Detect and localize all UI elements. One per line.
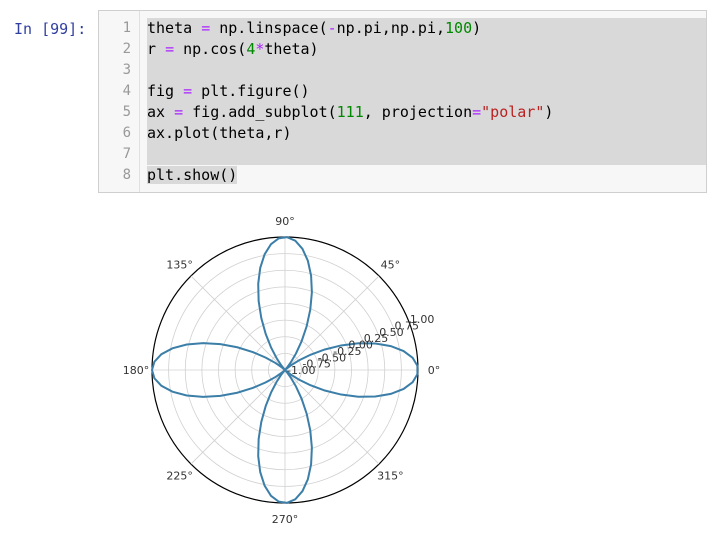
line-number: 5 xyxy=(122,104,131,120)
code-token: fig xyxy=(147,82,184,100)
code-cell[interactable]: 1 2 3 4 5 6 7 8 theta = np.linspace(-np.pi,np.p… xyxy=(98,10,707,193)
code-token: 100 xyxy=(445,19,473,37)
radial-tick-label: 0.25 xyxy=(364,332,389,345)
angle-tick-label: 135° xyxy=(166,259,193,272)
radial-tick-label: 0.00 xyxy=(348,339,373,352)
angle-tick-label: 315° xyxy=(377,469,404,482)
angular-gridline xyxy=(284,369,380,465)
cell-prompt: In [99]: xyxy=(14,20,87,38)
code-token: - xyxy=(327,19,337,37)
code-token: plt.figure() xyxy=(192,82,310,100)
radial-tick-label: 0.50 xyxy=(379,326,404,339)
angular-gridline xyxy=(190,369,286,465)
radial-tick-label: -0.25 xyxy=(333,345,361,358)
line-number: 1 xyxy=(122,20,131,36)
code-line[interactable] xyxy=(147,60,706,81)
code-token: = xyxy=(165,40,175,58)
code-token: , projection xyxy=(363,103,473,121)
line-number: 6 xyxy=(122,125,131,141)
code-token: ) xyxy=(472,19,482,37)
angle-tick-label: 225° xyxy=(166,469,193,482)
line-number: 4 xyxy=(122,83,131,99)
angle-tick-label: 270° xyxy=(272,513,299,526)
data-series xyxy=(151,236,419,504)
code-token: fig.add_subplot( xyxy=(183,103,337,121)
code-line[interactable] xyxy=(147,144,706,165)
radial-tick-label: -1.00 xyxy=(287,364,315,377)
code-token: ) xyxy=(544,103,554,121)
radial-tick-label: 0.75 xyxy=(395,320,420,333)
code-line[interactable]: theta = np.linspace(-np.pi,np.pi,100) xyxy=(147,18,706,39)
code-token: * xyxy=(255,40,265,58)
code-line[interactable]: fig = plt.figure() xyxy=(147,81,706,102)
code-token: theta xyxy=(147,19,202,37)
code-token: "polar" xyxy=(481,103,545,121)
angular-gridline xyxy=(284,275,380,371)
code-token: ax xyxy=(147,103,175,121)
line-number: 8 xyxy=(122,167,131,183)
line-number: 3 xyxy=(122,62,131,78)
code-token: plt.show() xyxy=(147,166,238,184)
radial-tick-label: -0.75 xyxy=(302,358,330,371)
line-number-gutter: 1 2 3 4 5 6 7 8 xyxy=(99,11,140,192)
code-line[interactable]: ax = fig.add_subplot(111, projection="po… xyxy=(147,102,706,123)
code-token: np.cos( xyxy=(174,40,247,58)
code-token: 4 xyxy=(246,40,256,58)
radial-tick-label: -0.50 xyxy=(318,351,346,364)
code-token: theta) xyxy=(264,40,319,58)
angle-tick-label: 180° xyxy=(123,364,150,377)
radial-tick-label: 1.00 xyxy=(410,313,435,326)
code-line[interactable]: ax.plot(theta,r) xyxy=(147,123,706,144)
code-token: r xyxy=(147,40,166,58)
code-line[interactable]: plt.show() xyxy=(147,165,706,186)
line-number: 7 xyxy=(122,146,131,162)
code-token: np.linspace( xyxy=(210,19,328,37)
angle-tick-label: 45° xyxy=(381,259,401,272)
code-token: = xyxy=(174,103,184,121)
polar-plot: 0° 45° 90° 135° 180° 225° 270° 315° -1.00-0.75-0… xyxy=(123,215,441,526)
code-token: 111 xyxy=(336,103,364,121)
axis-labels: 0° 45° 90° 135° 180° 225° 270° 315° -1.00-0.75-0… xyxy=(123,215,441,526)
code-token: np.pi,np.pi, xyxy=(336,19,446,37)
line-number: 2 xyxy=(122,41,131,57)
code-token: = xyxy=(201,19,211,37)
angle-tick-label: 0° xyxy=(428,364,441,377)
series-line xyxy=(151,236,419,504)
code-line[interactable]: r = np.cos(4*theta) xyxy=(147,39,706,60)
code-token: = xyxy=(472,103,482,121)
code-token: = xyxy=(183,82,193,100)
angle-tick-label: 90° xyxy=(275,215,295,228)
code-token: ax.plot(theta,r) xyxy=(147,124,292,142)
angular-gridline xyxy=(190,275,286,371)
